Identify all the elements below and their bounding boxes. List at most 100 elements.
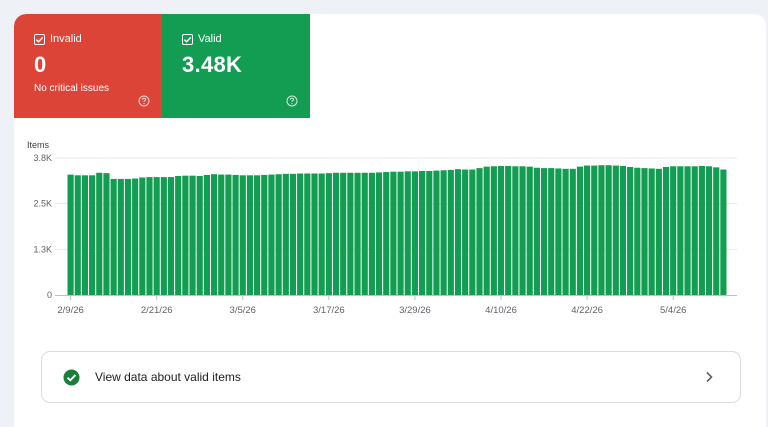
bar[interactable] — [368, 172, 375, 295]
bar[interactable] — [361, 172, 368, 295]
bar[interactable] — [239, 175, 246, 295]
bar[interactable] — [526, 166, 533, 295]
bar[interactable] — [340, 172, 347, 295]
bar[interactable] — [411, 171, 419, 295]
bar[interactable] — [397, 171, 404, 295]
bar[interactable] — [698, 165, 705, 295]
bar[interactable] — [519, 166, 526, 295]
bar[interactable] — [268, 174, 275, 295]
bar[interactable] — [318, 173, 325, 295]
bar[interactable] — [254, 175, 261, 295]
bar[interactable] — [153, 177, 160, 295]
bar[interactable] — [598, 165, 605, 295]
bar[interactable] — [182, 175, 189, 295]
y-tick-label: 1.3K — [33, 244, 52, 254]
bar[interactable] — [677, 166, 684, 295]
bar[interactable] — [548, 168, 555, 295]
bar[interactable] — [110, 178, 117, 295]
bar[interactable] — [160, 177, 167, 295]
bar[interactable] — [139, 177, 146, 295]
bar[interactable] — [440, 170, 447, 295]
bar[interactable] — [146, 177, 153, 295]
bar[interactable] — [124, 178, 132, 295]
bar[interactable] — [641, 168, 648, 295]
bar[interactable] — [167, 177, 175, 295]
bar[interactable] — [576, 166, 584, 295]
bar[interactable] — [175, 176, 182, 295]
bar[interactable] — [225, 174, 232, 295]
bar[interactable] — [605, 165, 612, 295]
bar[interactable] — [282, 173, 289, 295]
bar[interactable] — [684, 166, 691, 295]
bar[interactable] — [497, 165, 505, 295]
bar[interactable] — [720, 169, 727, 295]
bar[interactable] — [304, 173, 311, 295]
bar[interactable] — [655, 168, 662, 295]
invalid-checkbox-icon[interactable] — [34, 33, 45, 45]
bar[interactable] — [469, 169, 476, 295]
bar[interactable] — [555, 168, 562, 295]
bar[interactable] — [662, 167, 670, 295]
bar[interactable] — [132, 178, 139, 295]
bar[interactable] — [462, 169, 469, 295]
bar[interactable] — [419, 170, 426, 295]
bar[interactable] — [713, 167, 720, 295]
valid-tile[interactable]: Valid 3.48K — [162, 14, 310, 118]
bar[interactable] — [476, 168, 483, 295]
bar[interactable] — [74, 175, 81, 295]
bar[interactable] — [117, 178, 124, 295]
bar[interactable] — [289, 173, 297, 295]
bar[interactable] — [540, 168, 548, 295]
bar[interactable] — [383, 172, 390, 295]
bar[interactable] — [691, 166, 698, 295]
help-icon[interactable] — [138, 95, 150, 107]
bar[interactable] — [297, 173, 304, 295]
bar[interactable] — [96, 172, 103, 295]
bar[interactable] — [196, 176, 203, 295]
bar[interactable] — [505, 165, 512, 295]
bar[interactable] — [512, 166, 519, 295]
bar[interactable] — [584, 165, 591, 295]
bar[interactable] — [203, 174, 210, 295]
bar[interactable] — [533, 167, 540, 295]
bar[interactable] — [569, 168, 576, 295]
bar[interactable] — [627, 167, 634, 295]
bar[interactable] — [562, 168, 569, 295]
bar[interactable] — [612, 165, 619, 295]
bar[interactable] — [325, 173, 332, 295]
bar[interactable] — [354, 172, 361, 295]
bar[interactable] — [375, 172, 383, 295]
bar[interactable] — [246, 175, 254, 295]
bar[interactable] — [347, 172, 354, 295]
invalid-tile[interactable]: Invalid 0 No critical issues — [14, 14, 162, 118]
bar[interactable] — [311, 173, 318, 295]
bar[interactable] — [390, 171, 397, 295]
bar[interactable] — [218, 174, 225, 295]
bar[interactable] — [447, 169, 454, 295]
bar[interactable] — [210, 174, 218, 295]
bar[interactable] — [433, 170, 440, 295]
bar[interactable] — [490, 166, 497, 295]
bar[interactable] — [483, 166, 490, 295]
bar[interactable] — [89, 175, 96, 295]
bar[interactable] — [332, 172, 340, 295]
bar[interactable] — [634, 167, 641, 295]
bar[interactable] — [81, 175, 89, 295]
bar[interactable] — [261, 174, 268, 295]
bar[interactable] — [103, 173, 110, 295]
help-icon[interactable] — [286, 95, 298, 107]
bar[interactable] — [670, 166, 677, 295]
bar[interactable] — [232, 174, 239, 295]
bar[interactable] — [67, 174, 74, 295]
view-valid-items-button[interactable]: View data about valid items — [41, 351, 741, 403]
bar[interactable] — [591, 165, 598, 295]
bar[interactable] — [454, 169, 462, 295]
bar[interactable] — [189, 175, 196, 295]
bar[interactable] — [648, 168, 655, 295]
bar[interactable] — [426, 170, 433, 295]
bar[interactable] — [275, 174, 282, 295]
valid-checkbox-icon[interactable] — [182, 33, 193, 45]
bar[interactable] — [404, 171, 411, 295]
bar[interactable] — [705, 166, 713, 295]
bar[interactable] — [619, 165, 627, 295]
